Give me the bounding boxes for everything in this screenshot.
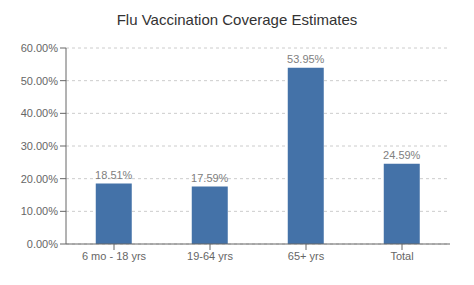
svg-text:17.59%: 17.59%: [191, 172, 229, 184]
svg-text:10.00%: 10.00%: [21, 205, 59, 217]
svg-text:50.00%: 50.00%: [21, 75, 59, 87]
svg-text:60.00%: 60.00%: [21, 42, 59, 54]
svg-text:24.59%: 24.59%: [383, 149, 421, 161]
svg-text:Total: Total: [390, 250, 413, 262]
svg-text:53.95%: 53.95%: [287, 53, 325, 65]
svg-text:19-64 yrs: 19-64 yrs: [187, 250, 233, 262]
svg-text:40.00%: 40.00%: [21, 107, 59, 119]
svg-text:30.00%: 30.00%: [21, 140, 59, 152]
html-text:Flu Vaccination Coverage Estim: Flu Vaccination Coverage Estimates: [116, 11, 358, 28]
svg-text:20.00%: 20.00%: [21, 173, 59, 185]
svg-text:18.51%: 18.51%: [95, 169, 133, 181]
svg-text:65+ yrs: 65+ yrs: [288, 250, 325, 262]
svg-text:6 mo - 18 yrs: 6 mo - 18 yrs: [82, 250, 147, 262]
svg-text:0.00%: 0.00%: [27, 238, 58, 250]
